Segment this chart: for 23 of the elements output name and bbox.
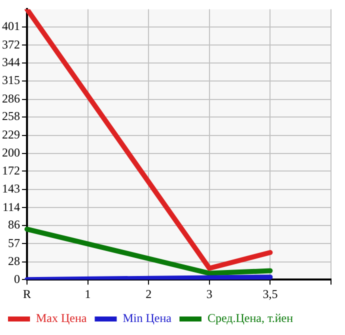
x-tick-label: 2 [146,286,152,301]
x-tick-label: 1 [84,286,91,301]
y-tick-label: 86 [8,218,20,232]
y-tick-label: 401 [2,19,20,34]
y-tick-label: 143 [2,182,20,196]
y-tick-label: 372 [2,37,20,52]
y-tick-label: 28 [8,254,20,268]
x-tick-label: R [22,286,32,301]
y-tick-label: 315 [2,73,20,88]
y-tick-label: 229 [2,127,20,142]
y-tick-label: 286 [2,91,20,106]
legend-label: Min Цена [122,311,172,326]
y-tick-label: 344 [2,54,20,69]
y-tick-label: 57 [8,236,20,250]
y-tick-label: 172 [2,163,20,178]
y-tick-label: 0 [14,272,20,286]
y-tick-label: 200 [2,146,20,160]
legend-label: Сред.Цена, т.йен [207,311,294,326]
y-tick-label: 114 [2,200,20,214]
legend-label: Max Цена [36,311,88,326]
y-tick-label: 258 [2,109,20,124]
x-tick-label: 3,5 [262,286,278,301]
x-tick-label: 3 [206,286,212,301]
